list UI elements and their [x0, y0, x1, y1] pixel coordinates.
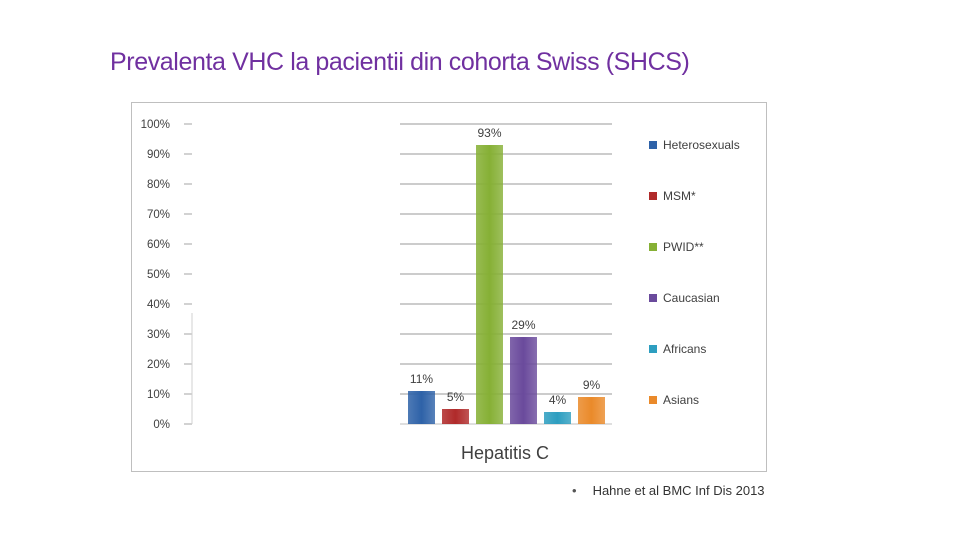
legend-swatch	[649, 294, 657, 302]
legend: Heterosexuals MSM* PWID** Caucasian Africans…	[649, 138, 740, 407]
chart-frame: 0% 10% 20% 30% 40% 50% 60% 70% 80% 90% 100% 11% 5% 9…	[131, 102, 767, 472]
y-tick-label: 50%	[147, 269, 170, 281]
y-tick-label: 70%	[147, 209, 170, 221]
bars	[408, 145, 605, 424]
bar-value-label: 11%	[410, 372, 433, 386]
bar-value-label: 4%	[549, 393, 567, 407]
bar-pwid	[476, 145, 503, 424]
legend-swatch	[649, 243, 657, 251]
bar-chart: 0% 10% 20% 30% 40% 50% 60% 70% 80% 90% 100% 11% 5% 9…	[141, 119, 740, 463]
y-tick-label: 20%	[147, 359, 170, 371]
bar-value-label: 9%	[583, 378, 601, 392]
legend-label: Asians	[663, 393, 699, 407]
legend-swatch	[649, 192, 657, 200]
citation: • Hahne et al BMC Inf Dis 2013	[572, 483, 765, 498]
y-tick-label: 40%	[147, 299, 170, 311]
bar-africans	[544, 412, 571, 424]
y-tick-label: 60%	[147, 239, 170, 251]
bar-value-label: 5%	[447, 390, 465, 404]
x-axis-label: Hepatitis C	[461, 443, 549, 463]
bar-value-labels: 11% 5% 93% 29% 4% 9%	[410, 126, 601, 407]
slide-title: Prevalenta VHC la pacientii din cohorta …	[110, 48, 690, 76]
y-tick-label: 90%	[147, 149, 170, 161]
legend-label: PWID**	[663, 240, 704, 254]
gridlines	[184, 123, 612, 425]
legend-label: MSM*	[663, 189, 696, 203]
citation-bullet: •	[572, 483, 577, 498]
bar-asians	[578, 397, 605, 424]
citation-text: Hahne et al BMC Inf Dis 2013	[592, 483, 765, 498]
legend-swatch	[649, 141, 657, 149]
bar-msm	[442, 409, 469, 424]
legend-swatch	[649, 396, 657, 404]
y-tick-label: 80%	[147, 179, 170, 191]
bar-caucasian	[510, 337, 537, 424]
y-axis-ticks: 0% 10% 20% 30% 40% 50% 60% 70% 80% 90% 100%	[141, 119, 170, 431]
y-tick-label: 10%	[147, 389, 170, 401]
bar-heterosexuals	[408, 391, 435, 424]
legend-swatch	[649, 345, 657, 353]
y-tick-label: 100%	[141, 119, 170, 131]
y-tick-label: 0%	[153, 419, 170, 431]
legend-label: Heterosexuals	[663, 138, 740, 152]
legend-label: Caucasian	[663, 291, 720, 305]
y-tick-label: 30%	[147, 329, 170, 341]
bar-value-label: 29%	[511, 318, 535, 332]
legend-label: Africans	[663, 342, 706, 356]
bar-value-label: 93%	[477, 126, 501, 140]
